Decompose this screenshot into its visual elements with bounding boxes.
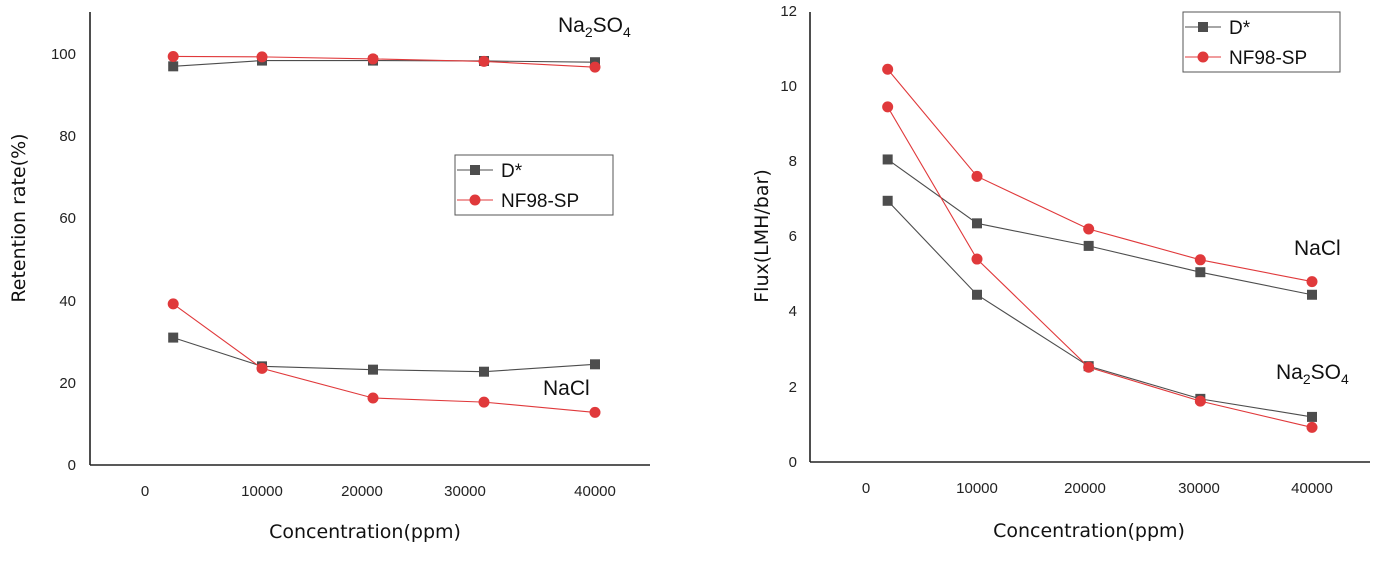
x-tick-label: 40000 [574,483,616,500]
x-tick-label: 10000 [956,480,998,497]
data-point-circle [589,61,601,73]
legend: D* NF98-SP [454,154,614,216]
data-point-circle [589,406,601,418]
data-point-square [972,289,982,300]
data-point-square [882,154,893,165]
data-point-circle [256,51,268,63]
x-tick-label: 0 [141,483,149,500]
data-point-square [1307,411,1317,422]
series-annotation-2: NaCl [543,377,590,400]
data-point-circle [882,63,894,75]
data-point-square [590,359,600,370]
data-point-circle [167,50,179,62]
x-tick-label: 20000 [1064,480,1106,497]
y-tick-label: 10 [780,78,797,95]
legend-box [1182,11,1341,73]
x-axis-title: Concentration(ppm) [993,520,1185,542]
x-tick-label: 0 [862,480,870,497]
x-tick-label: 30000 [444,483,486,500]
legend-marker-circle [469,194,481,206]
legend-box [454,154,614,216]
data-point-square [1307,289,1317,300]
data-point-circle [1083,361,1095,373]
data-point-circle [882,101,894,113]
y-tick-label: 100 [51,46,76,63]
x-tick-label: 20000 [341,483,383,500]
data-point-circle [1306,276,1318,288]
series-line-d-na2so4 [887,200,1313,418]
series-annotation-1: NaCl [1294,237,1341,260]
y-tick-label: 60 [59,210,76,227]
data-point-circle [478,55,490,67]
y-axis-title: Flux(LMH/bar) [751,169,773,303]
y-tick-label: 8 [789,153,797,170]
series-line-d-nacl [887,159,1313,296]
y-tick-label: 6 [789,228,797,245]
y-tick-label: 0 [68,457,76,474]
series-annotation-2: Na2SO4 [1276,361,1349,387]
data-point-circle [1083,223,1095,235]
data-point-circle [367,392,379,404]
data-point-square [1083,240,1094,251]
chart-panel-1: 0 20 40 60 80 100 0 10000 20000 30000 40000 Concent… [8,12,650,543]
x-axis-title: Concentration(ppm) [269,521,461,543]
y-axis-title: Retention rate(%) [8,133,30,302]
data-point-circle [1306,421,1318,433]
y-tick-label: 12 [780,3,797,20]
legend-label: D* [501,161,523,182]
legend-label: NF98-SP [501,191,579,212]
data-point-square [882,195,893,206]
x-tick-label: 10000 [241,483,283,500]
data-point-square [479,366,489,377]
data-point-square [1195,267,1206,278]
legend: D* NF98-SP [1182,11,1341,73]
legend-marker-square [1198,22,1208,32]
legend-marker-circle [1197,51,1209,63]
data-point-square [368,364,378,375]
x-tick-label: 30000 [1178,480,1220,497]
series-line-nf98sp-nacl [887,68,1313,283]
data-point-square [168,61,179,72]
data-point-circle [478,396,490,408]
data-point-circle [1194,395,1206,407]
data-point-circle [367,53,379,65]
data-point-circle [256,362,268,374]
x-tick-label: 40000 [1291,480,1333,497]
legend-label: D* [1229,18,1251,39]
series-line-d-nacl [173,337,596,373]
data-point-circle [1194,254,1206,266]
y-tick-label: 80 [59,128,76,145]
data-point-circle [971,253,983,265]
series-annotation-1: Na2SO4 [558,14,631,40]
y-tick-label: 4 [789,303,797,320]
y-tick-label: 40 [59,293,76,310]
legend-marker-square [470,165,480,175]
y-tick-label: 20 [59,375,76,392]
y-tick-label: 2 [789,379,797,396]
legend-label: NF98-SP [1229,48,1307,69]
data-point-square [168,332,179,343]
data-point-circle [167,298,179,310]
data-point-square [972,218,982,229]
data-point-circle [971,170,983,182]
chart-panel-2: 0 2 4 6 8 10 12 0 10000 20000 30000 40000 Concentrat… [751,3,1370,542]
y-tick-label: 0 [789,454,797,471]
